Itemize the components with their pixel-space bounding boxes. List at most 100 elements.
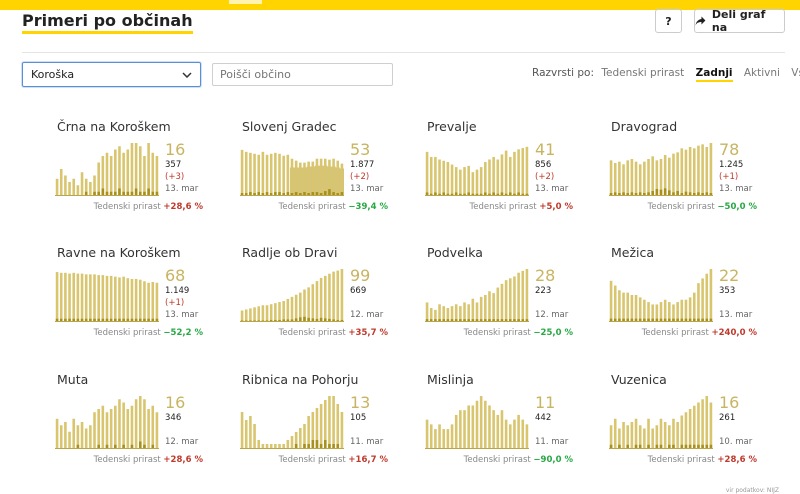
sparkline-bar-dark bbox=[261, 320, 265, 321]
daily-delta-value: (+1) bbox=[165, 298, 185, 308]
municipality-card[interactable]: Podvelka 28 223 12. mar Tedenski prirast −25… bbox=[425, 245, 607, 355]
sort-option-weekly-growth[interactable]: Tedenski prirast bbox=[601, 67, 685, 79]
municipality-search-input[interactable] bbox=[212, 63, 393, 86]
sparkline-bar bbox=[459, 169, 462, 195]
sparkline-bar bbox=[126, 278, 130, 321]
municipality-card[interactable]: Ribnica na Pohorju 13 105 11. mar Tedenski p… bbox=[240, 372, 422, 482]
sparkline-bar-dark bbox=[454, 192, 458, 195]
sparkline-bar bbox=[467, 405, 470, 448]
sort-option-latest[interactable]: Zadnji bbox=[695, 67, 733, 82]
sparkline-bar bbox=[471, 405, 475, 448]
sparkline-bar bbox=[278, 153, 281, 195]
page-title: Primeri po občinah bbox=[22, 11, 193, 34]
weekly-growth-label: Tedenski prirast bbox=[647, 455, 715, 465]
sparkline-bar bbox=[676, 302, 679, 321]
municipality-card[interactable]: Vuzenica 16 261 10. mar Tedenski prirast +28… bbox=[609, 372, 791, 482]
sparkline-bar bbox=[613, 163, 617, 195]
sparkline-bar bbox=[622, 422, 625, 448]
sparkline-bar-dark bbox=[450, 193, 454, 195]
sparkline-bar bbox=[84, 178, 88, 195]
sparkline-bar bbox=[651, 304, 654, 321]
sparkline-bar bbox=[299, 428, 302, 448]
active-cases-value: 16 bbox=[165, 140, 186, 159]
sparkline-bar-dark bbox=[261, 193, 265, 195]
sparkline-bar bbox=[240, 149, 244, 195]
sparkline-bar bbox=[500, 154, 504, 195]
sparkline-bar-dark bbox=[84, 318, 88, 321]
municipality-card[interactable]: Slovenj Gradec 53 1.877 (+2) 13. mar Tedenski… bbox=[240, 119, 422, 229]
sparkline-bar bbox=[484, 400, 487, 448]
sparkline-bar-dark bbox=[151, 191, 155, 195]
sparkline-bar bbox=[101, 405, 105, 448]
sparkline-bar-dark bbox=[257, 320, 261, 321]
sparkline-bar-dark bbox=[332, 192, 335, 195]
sparkline-bar bbox=[613, 285, 617, 321]
sparkline-bar-dark bbox=[315, 318, 319, 321]
municipality-card[interactable]: Radlje ob Dravi 99 669 12. mar Tedenski prir… bbox=[240, 245, 422, 355]
sparkline-bar-dark bbox=[626, 193, 630, 195]
active-cases-value: 11 bbox=[535, 393, 556, 412]
last-update-date: 11. mar bbox=[535, 437, 569, 447]
total-cases-value: 1.149 bbox=[165, 286, 190, 296]
sparkline-bar-dark bbox=[609, 193, 613, 195]
sparkline-bar-dark bbox=[155, 191, 159, 195]
sparkline-bar bbox=[336, 404, 340, 448]
active-cases-value: 99 bbox=[350, 266, 371, 285]
sparkline-bar bbox=[55, 178, 59, 195]
sparkline-bar bbox=[55, 418, 59, 448]
last-update-date: 12. mar bbox=[535, 310, 569, 320]
sparkline-bar bbox=[638, 297, 642, 321]
municipality-card[interactable]: Prevalje 41 856 (+2) 13. mar Tedenski prirast… bbox=[425, 119, 607, 229]
municipality-card[interactable]: Dravograd 78 1.245 (+1) 13. mar Tedenski prir… bbox=[609, 119, 791, 229]
sparkline-bar bbox=[471, 298, 475, 321]
share-button[interactable]: Deli graf na bbox=[694, 8, 785, 34]
sparkline-bar bbox=[93, 412, 96, 448]
sparkline-bar-dark bbox=[517, 192, 520, 195]
sparkline-bar bbox=[257, 306, 261, 321]
help-button[interactable]: ? bbox=[655, 9, 682, 33]
active-cases-value: 28 bbox=[535, 266, 556, 285]
sparkline-bar-dark bbox=[692, 444, 696, 448]
municipality-card[interactable]: Muta 16 346 12. mar Tedenski prirast +28,6 % bbox=[55, 372, 237, 482]
sparkline-bar bbox=[340, 163, 344, 195]
region-select[interactable]: Koroška bbox=[22, 62, 201, 87]
sparkline-bar-dark bbox=[680, 318, 684, 321]
sparkline-bar bbox=[634, 418, 638, 448]
sparkline-bar-dark bbox=[609, 444, 613, 448]
sparkline-bar bbox=[492, 410, 495, 448]
sparkline-bar bbox=[692, 405, 696, 448]
sparkline-bar bbox=[240, 412, 244, 448]
sparkline-bar bbox=[114, 405, 117, 448]
municipality-name: Podvelka bbox=[427, 245, 483, 260]
sparkline-bar bbox=[643, 428, 646, 448]
sort-option-all[interactable]: Vsi bbox=[791, 67, 800, 79]
municipality-card[interactable]: Črna na Koroškem 16 357 (+3) 13. mar Tedenski… bbox=[55, 119, 237, 229]
sparkline-bar-dark bbox=[303, 444, 306, 448]
sparkline-bar bbox=[634, 295, 638, 321]
sparkline-bar bbox=[89, 425, 92, 448]
sparkline-bar bbox=[680, 148, 684, 195]
sparkline-bar-dark bbox=[479, 193, 483, 195]
municipality-card[interactable]: Mislinja 11 442 11. mar Tedenski prirast −90… bbox=[425, 372, 607, 482]
sparkline-bar-dark bbox=[319, 193, 323, 195]
sort-bar: Razvrsti po: Tedenski prirast Zadnji Akt… bbox=[532, 67, 800, 82]
municipality-card[interactable]: Ravne na Koroškem 68 1.149 (+1) 13. mar Teden… bbox=[55, 245, 237, 355]
sparkline-bar-dark bbox=[618, 318, 621, 321]
sparkline-bar bbox=[463, 167, 466, 195]
sparkline-bar-dark bbox=[463, 319, 466, 321]
sparkline-bar bbox=[709, 402, 713, 448]
sort-option-active[interactable]: Aktivni bbox=[743, 67, 780, 79]
sparkline-chart bbox=[425, 146, 529, 196]
sparkline-bar-dark bbox=[332, 444, 335, 448]
weekly-growth-value: −90,0 % bbox=[533, 455, 573, 465]
sparkline-bar-dark bbox=[315, 192, 319, 195]
sparkline-bar-dark bbox=[672, 318, 675, 321]
sparkline-bar bbox=[328, 159, 331, 195]
municipality-card[interactable]: Mežica 22 353 13. mar Tedenski prirast +240,… bbox=[609, 245, 791, 355]
sparkline-bar-dark bbox=[105, 444, 109, 448]
sparkline-bar-dark bbox=[705, 318, 709, 321]
sparkline-bar bbox=[634, 161, 638, 195]
sparkline-bar bbox=[630, 159, 634, 195]
sparkline-bar-dark bbox=[294, 318, 298, 321]
sparkline-bar-dark bbox=[118, 318, 121, 321]
